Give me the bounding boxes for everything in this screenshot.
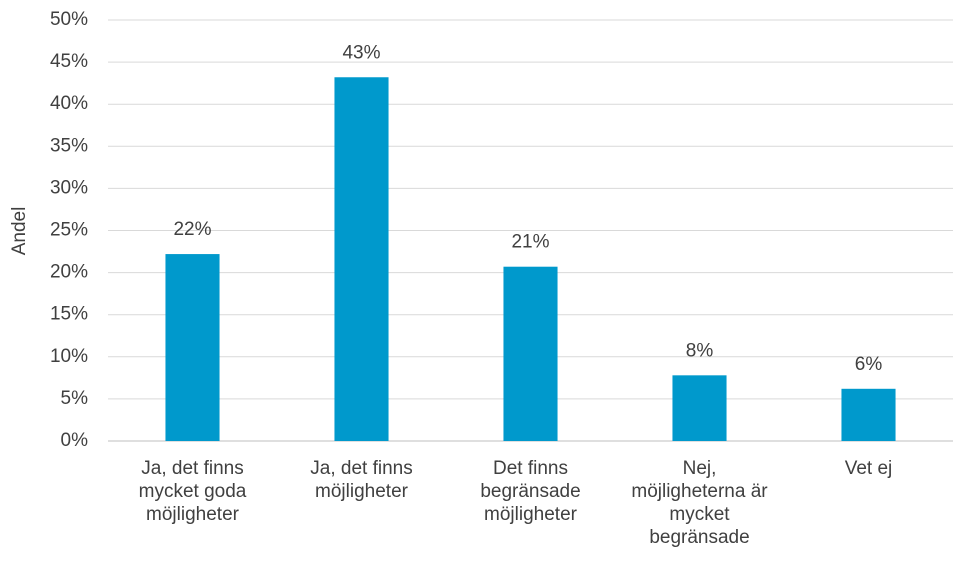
bar bbox=[165, 254, 220, 441]
y-axis-label: Andel bbox=[9, 207, 30, 256]
x-tick-label: Nej, möjligheterna är mycket begränsade bbox=[631, 458, 768, 548]
y-tick-label: 15% bbox=[50, 304, 88, 325]
data-label: 22% bbox=[173, 219, 211, 240]
x-tick-label: Det finns begränsade möjligheter bbox=[480, 458, 581, 525]
bar bbox=[841, 388, 896, 441]
x-tick-label: Vet ej bbox=[844, 458, 893, 479]
y-tick-label: 40% bbox=[50, 93, 88, 114]
data-label: 21% bbox=[511, 232, 549, 253]
y-tick-label: 5% bbox=[61, 388, 89, 409]
x-tick-label: Ja, det finns möjligheter bbox=[310, 458, 413, 502]
y-tick-label: 35% bbox=[50, 135, 88, 156]
y-tick-label: 30% bbox=[50, 177, 88, 198]
data-label: 8% bbox=[686, 340, 714, 361]
y-tick-label: 10% bbox=[50, 346, 88, 367]
data-label: 43% bbox=[342, 42, 380, 63]
y-tick-label: 45% bbox=[50, 51, 88, 72]
y-tick-label: 50% bbox=[50, 9, 88, 30]
y-tick-label: 0% bbox=[61, 430, 89, 451]
x-tick-label: Ja, det finns mycket goda möjligheter bbox=[138, 458, 247, 525]
bar bbox=[503, 266, 558, 441]
data-label: 6% bbox=[855, 354, 883, 375]
bar bbox=[672, 375, 727, 441]
bar bbox=[334, 77, 389, 442]
y-tick-label: 20% bbox=[50, 262, 88, 283]
y-tick-label: 25% bbox=[50, 220, 88, 241]
